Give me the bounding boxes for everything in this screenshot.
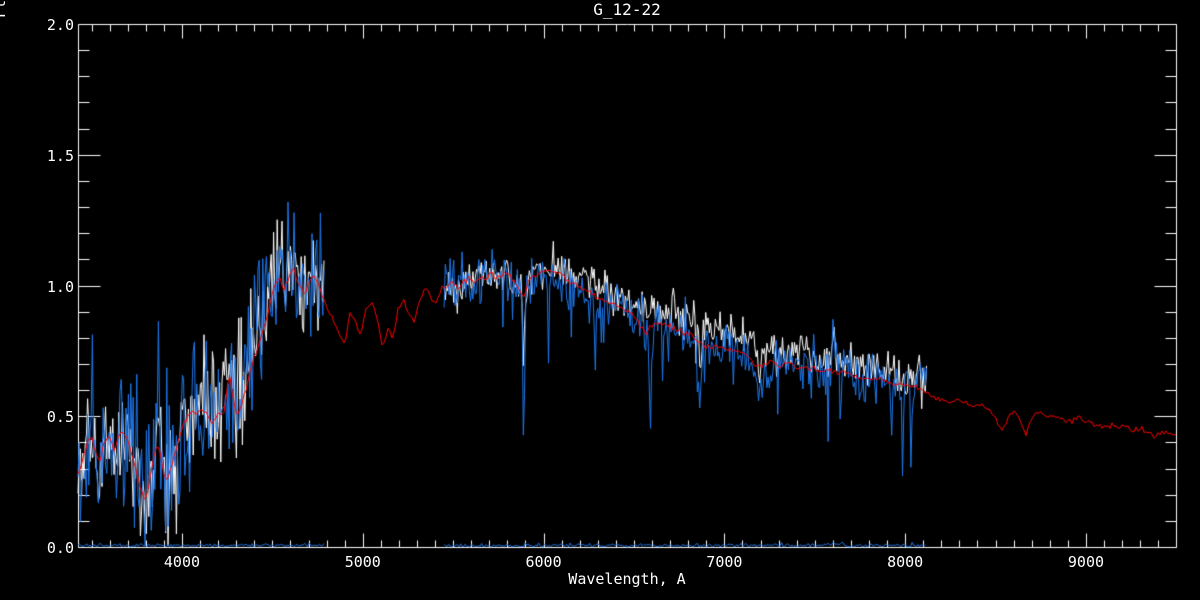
x-tick-label: 4000 (163, 553, 201, 571)
x-tick-label: 7000 (706, 553, 743, 571)
y-tick-label: 1.0 (46, 277, 74, 296)
y-tick-label: 0.5 (46, 408, 74, 427)
x-tick-label: 5000 (344, 553, 381, 571)
x-tick-label: 9000 (1067, 553, 1105, 571)
x-axis-title: Wavelength, A (568, 570, 686, 588)
y-tick-label: 0.0 (46, 539, 74, 557)
y-tick-label: 1.5 (46, 146, 74, 165)
y-tick-label: 2.0 (46, 16, 74, 34)
x-tick-label: 6000 (525, 553, 562, 571)
plot-title: G_12-22 (593, 0, 661, 19)
x-tick-label: 8000 (887, 553, 924, 571)
